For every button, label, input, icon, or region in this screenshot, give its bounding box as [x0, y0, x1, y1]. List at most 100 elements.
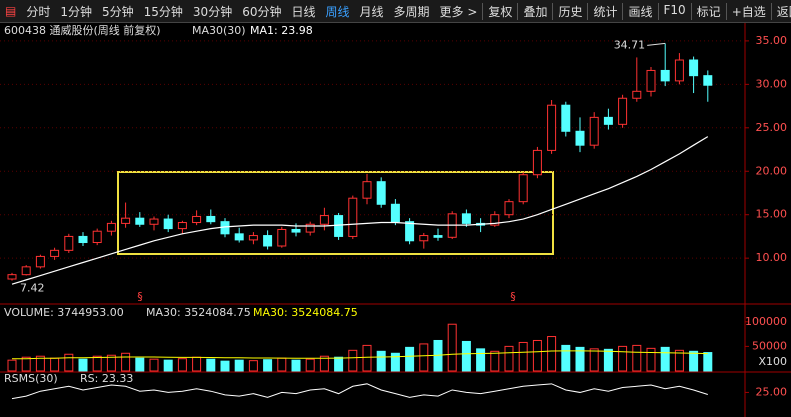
high-label: 34.71 — [614, 38, 646, 51]
tab[interactable]: 15分钟 — [143, 4, 183, 19]
volume-bar — [35, 355, 45, 372]
candle-body — [518, 174, 528, 203]
volume-bar — [490, 350, 500, 372]
volume-bar — [177, 358, 187, 372]
candle-body — [646, 69, 656, 92]
volume-bar — [50, 357, 60, 372]
candle-body — [334, 215, 344, 237]
panel-title: RSMS(30) — [4, 372, 58, 385]
volume-bar — [632, 344, 642, 372]
volume-bar — [532, 339, 542, 372]
unit-label: X100 — [758, 355, 787, 368]
ma-label: MA30: 3524084.75 — [146, 306, 251, 319]
tab[interactable]: +自选 — [725, 2, 771, 20]
candle-body — [177, 222, 187, 230]
tab[interactable]: 叠加 — [517, 2, 552, 20]
volume-bar — [135, 357, 145, 372]
candle-body — [21, 266, 31, 276]
candle-body — [589, 116, 599, 146]
tab[interactable]: 画线 — [622, 2, 657, 20]
tab[interactable]: 30分钟 — [192, 4, 233, 19]
candle-body — [135, 217, 145, 225]
candle-body — [461, 213, 471, 224]
period-tabs: 分时 1分钟 5分钟 15分钟 30分钟 60分钟 日线 周线 月线 多周期 更多 > — [21, 3, 482, 20]
candle-body — [64, 235, 74, 251]
volume-bar — [419, 343, 429, 372]
ma-line — [11, 136, 709, 285]
y-tick-label: 25.00 — [756, 385, 788, 398]
tab[interactable]: 复权 — [482, 2, 517, 20]
tab[interactable]: 1分钟 — [60, 4, 92, 19]
toolbar: ▤ 分时 1分钟 5分钟 15分钟 30分钟 60分钟 日线 周线 月线 多周期 更多 > 复权 叠加… — [0, 0, 791, 23]
tab[interactable]: 月线 — [359, 4, 384, 19]
candle-body — [263, 235, 273, 247]
y-tick-label: 50000 — [752, 339, 787, 352]
marker: § — [510, 290, 516, 303]
volume-bar — [121, 352, 131, 372]
candle-body — [547, 104, 557, 151]
tab[interactable]: 5分钟 — [102, 4, 134, 19]
y-tick-label: 100000 — [745, 315, 787, 328]
volume-bar — [348, 349, 358, 372]
tab[interactable]: 历史 — [552, 2, 587, 20]
candle-body — [206, 215, 216, 223]
tab[interactable]: 统计 — [587, 2, 622, 20]
marker: § — [137, 290, 143, 303]
volume-bar — [390, 352, 400, 372]
tab[interactable]: 日线 — [291, 4, 316, 19]
volume-bar — [21, 356, 31, 372]
tab[interactable]: 分时 — [26, 4, 51, 19]
volume-bar — [603, 348, 613, 372]
candle-body — [575, 130, 585, 146]
volume-bar — [518, 341, 528, 372]
volume-bar — [234, 359, 244, 372]
volume-bar — [504, 345, 514, 372]
panel-title: VOLUME: 3744953.00 — [4, 306, 124, 319]
candle-body — [50, 249, 60, 257]
tab[interactable]: F10 — [657, 2, 691, 20]
candle-body — [632, 90, 642, 99]
candle-body — [362, 181, 372, 199]
volume-bar — [589, 348, 599, 372]
candle-body — [660, 69, 670, 82]
low-label: 7.42 — [20, 282, 45, 295]
volume-bar — [206, 358, 216, 372]
tab[interactable]: 周线 — [325, 4, 350, 19]
volume-bar — [405, 346, 415, 372]
volume-bar — [476, 348, 486, 372]
tab[interactable]: 多周期 — [393, 4, 430, 19]
tab[interactable]: 返回 — [770, 2, 791, 20]
volume-bar — [575, 346, 585, 372]
candle-body — [234, 233, 244, 241]
candle-body — [106, 222, 116, 232]
candle-body — [689, 59, 699, 77]
candle-body — [674, 59, 684, 82]
indicator: MA30(30) — [192, 24, 246, 37]
ma-label: MA1: 23.98 — [250, 24, 313, 37]
y-tick-label: 35.00 — [756, 34, 788, 47]
candle-body — [248, 235, 258, 241]
volume-bar — [92, 355, 102, 372]
volume-bar — [660, 346, 670, 372]
candle-body — [319, 215, 329, 225]
tab[interactable]: 更多 > — [439, 4, 478, 19]
panel-title: 600438 通威股份(周线 前复权) — [4, 23, 161, 37]
volume-bar — [78, 358, 88, 372]
candle-body — [277, 228, 287, 247]
volume-bar — [376, 350, 386, 372]
volume-bar — [248, 360, 258, 372]
volume-bar — [674, 349, 684, 372]
candle-body — [92, 230, 102, 244]
tab[interactable]: 标记 — [690, 2, 726, 20]
candle-body — [504, 201, 514, 216]
volume-bar — [106, 354, 116, 372]
candle-body — [603, 116, 613, 125]
volume-bar — [291, 359, 301, 372]
tab[interactable]: 60分钟 — [242, 4, 282, 19]
menu-icon[interactable]: ▤ — [5, 4, 17, 18]
y-tick-label: 30.00 — [756, 77, 788, 90]
rs-label: RS: 23.33 — [80, 372, 133, 385]
